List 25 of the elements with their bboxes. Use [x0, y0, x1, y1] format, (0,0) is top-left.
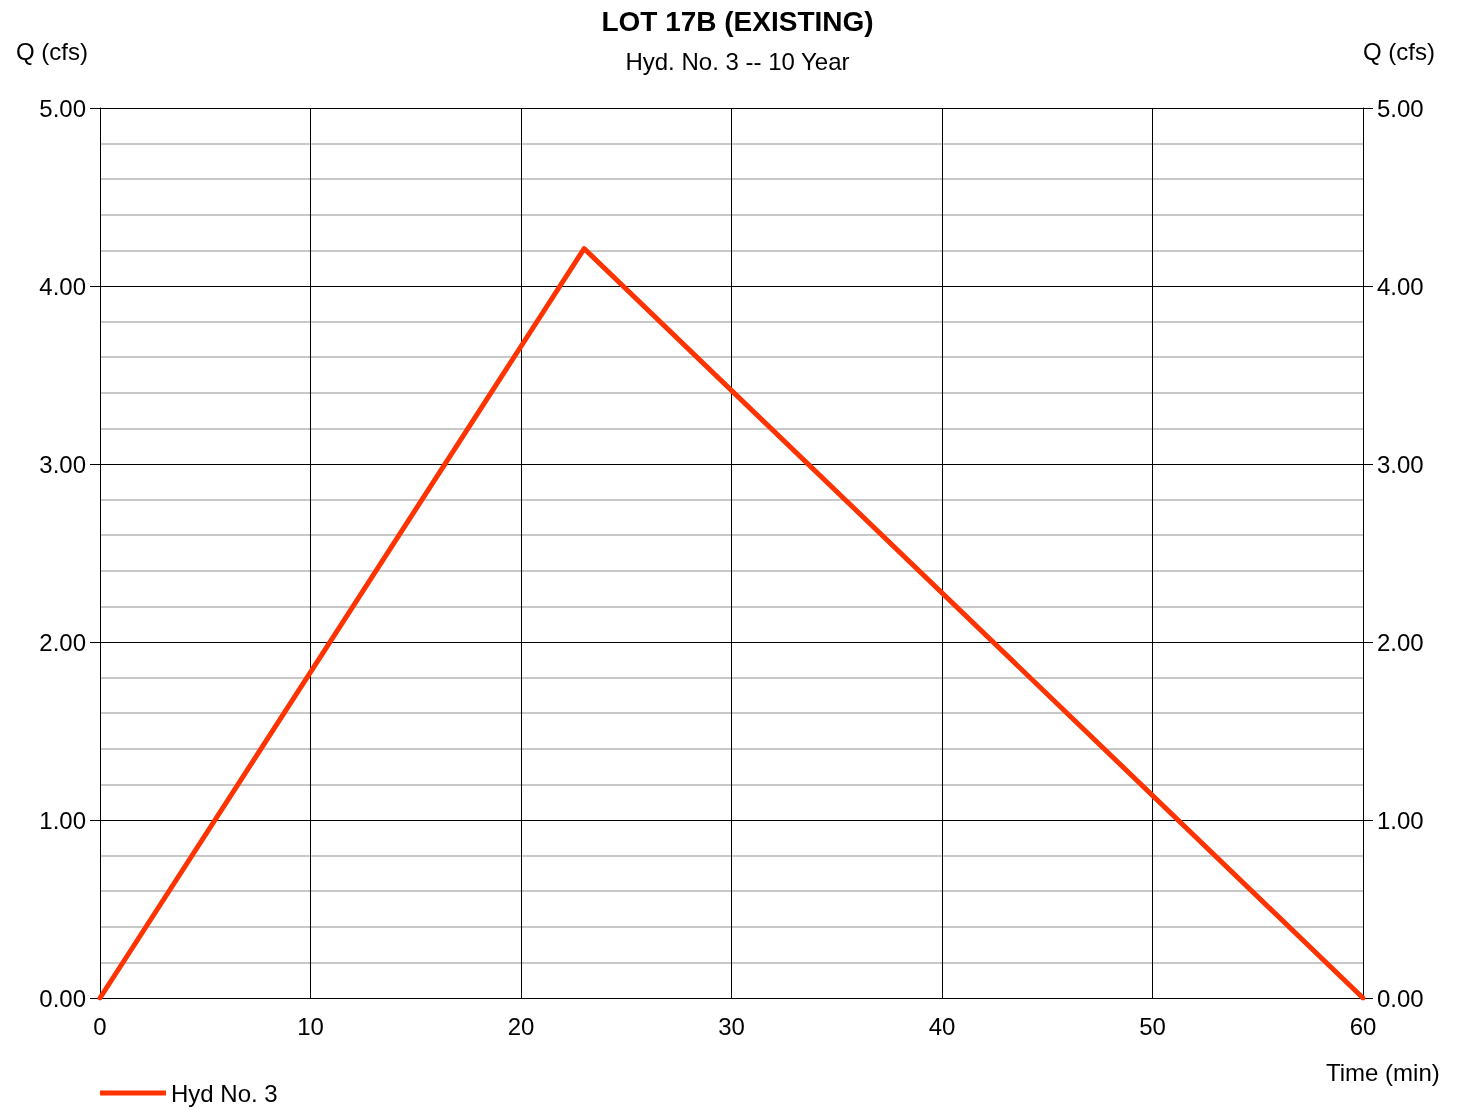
y-tick-label: 1.00 [39, 806, 86, 834]
x-tick-label: 0 [93, 1012, 107, 1040]
x-tick-label: 10 [297, 1012, 324, 1040]
y2-axis-title: Q (cfs) [1363, 37, 1435, 65]
y-tick-label: 0.00 [39, 984, 86, 1012]
x-tick-label: 60 [1349, 1012, 1377, 1040]
y-tick-label: 4.00 [39, 272, 86, 300]
y2-tick-label: 3.00 [1377, 450, 1424, 478]
x-tick-label: 50 [1139, 1012, 1166, 1040]
y2-tick-label: 1.00 [1377, 806, 1424, 834]
y2-tick-label: 0.00 [1377, 984, 1424, 1012]
y-tick-label: 2.00 [39, 628, 86, 656]
x-tick-label: 20 [507, 1012, 535, 1040]
y-tick-label: 3.00 [39, 450, 86, 478]
y-tick-label: 5.00 [39, 94, 86, 122]
x-axis-title: Time (min) [1326, 1058, 1440, 1086]
legend-label: Hyd No. 3 [171, 1079, 278, 1107]
x-tick-label: 30 [718, 1012, 745, 1040]
chart-subtitle: Hyd. No. 3 -- 10 Year [625, 47, 850, 75]
y2-tick-label: 5.00 [1377, 94, 1424, 122]
chart-title: LOT 17B (EXISTING) [601, 5, 874, 37]
y-axis-title: Q (cfs) [16, 37, 88, 65]
y2-tick-label: 4.00 [1377, 272, 1424, 300]
y2-tick-label: 2.00 [1377, 628, 1424, 656]
x-tick-label: 40 [928, 1012, 956, 1040]
